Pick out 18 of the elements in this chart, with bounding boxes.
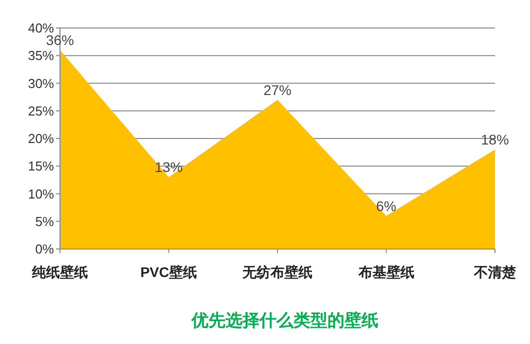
text: 优先选择什么类型的壁纸	[190, 311, 378, 330]
y-tick-label: 25%	[28, 103, 54, 118]
y-tick-label: 40%	[28, 20, 54, 36]
data-label: 27%	[263, 82, 292, 98]
data-label: 18%	[480, 132, 510, 148]
y-tick-label: 15%	[28, 158, 54, 174]
y-tick-label: 0%	[35, 242, 54, 257]
y-tick-label: 20%	[28, 131, 54, 146]
y-tick-label: 30%	[28, 76, 54, 91]
x-tick-label: 无纺布壁纸	[242, 264, 312, 280]
x-tick-label: 纯纸壁纸	[31, 264, 88, 280]
y-tick-label: 5%	[35, 214, 54, 229]
data-label: 6%	[376, 198, 396, 214]
x-tick-label: PVC壁纸	[140, 264, 198, 280]
x-tick-label: 不清楚	[473, 264, 517, 280]
y-tick-label: 35%	[28, 48, 54, 64]
x-tick-label: 布基壁纸	[357, 264, 414, 280]
y-tick-label: 10%	[28, 186, 54, 202]
